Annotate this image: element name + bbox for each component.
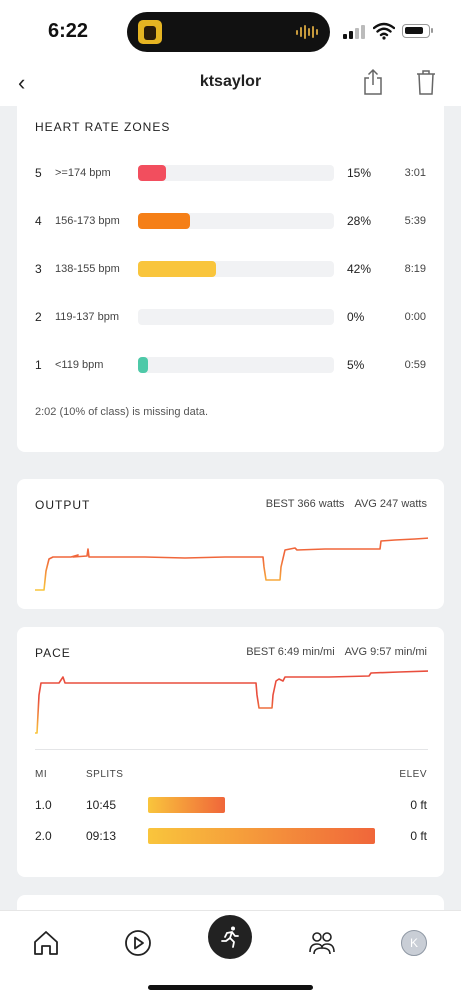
output-avg: AVG 247 watts (354, 498, 427, 510)
zone-bar-fill (138, 357, 148, 373)
zone-row: 4 156-173 bpm 28% 5:39 (17, 212, 444, 232)
zone-range: >=174 bpm (55, 167, 111, 179)
back-button[interactable]: ‹ (18, 70, 26, 95)
tab-community[interactable] (304, 925, 340, 961)
output-line (35, 537, 428, 591)
tab-profile[interactable]: K (396, 925, 432, 961)
status-bar: 6:22 (0, 0, 461, 62)
zone-percent: 28% (347, 214, 372, 228)
zone-number: 3 (35, 262, 42, 276)
split-mile: 2.0 (35, 829, 52, 843)
zone-range: 138-155 bpm (55, 263, 120, 275)
zone-number: 2 (35, 310, 42, 324)
output-best: BEST 366 watts (265, 498, 345, 510)
pace-chart (35, 670, 428, 734)
zone-row: 2 119-137 bpm 0% 0:00 (17, 308, 444, 328)
zone-row: 5 >=174 bpm 15% 3:01 (17, 164, 444, 184)
trash-icon[interactable] (415, 68, 437, 96)
pace-avg: AVG 9:57 min/mi (344, 646, 427, 658)
zone-time: 5:39 (404, 215, 426, 227)
zone-percent: 0% (347, 310, 365, 324)
pace-title: PACE (35, 646, 71, 660)
status-time: 6:22 (48, 20, 89, 42)
zone-bar-track (138, 357, 334, 373)
zone-bar-track (138, 309, 334, 325)
pace-best: BEST 6:49 min/mi (246, 646, 335, 658)
zone-bar-fill (138, 213, 190, 229)
page-title: ktsaylor (199, 73, 262, 90)
heart-rate-zones-title: HEART RATE ZONES (35, 120, 171, 134)
community-icon (309, 932, 335, 955)
tab-activity[interactable] (208, 915, 252, 959)
zone-number: 1 (35, 358, 42, 372)
dynamic-island[interactable] (127, 12, 330, 52)
audio-waveform-icon (296, 24, 318, 40)
play-icon (125, 930, 151, 956)
zone-time: 3:01 (404, 167, 426, 179)
zone-bar-track (138, 261, 334, 277)
navigation-bar: ‹ ktsaylor (0, 62, 461, 106)
pace-line (35, 670, 428, 734)
pace-card: PACE BEST 6:49 min/mi AVG 9:57 min/mi MI … (17, 627, 444, 877)
now-playing-artwork (138, 20, 162, 44)
zone-time: 0:00 (404, 311, 426, 323)
split-time: 10:45 (86, 798, 117, 812)
zone-range: <119 bpm (55, 359, 104, 371)
output-stats: BEST 366 watts AVG 247 watts (266, 498, 427, 510)
zone-bar-track (138, 165, 334, 181)
splits-header-elev: ELEV (399, 769, 427, 780)
output-chart (35, 537, 428, 591)
zone-number: 4 (35, 214, 42, 228)
pace-stats: BEST 6:49 min/mi AVG 9:57 min/mi (246, 646, 427, 658)
splits-header-splits: SPLITS (86, 769, 124, 780)
split-row: 2.0 09:13 0 ft (17, 827, 444, 845)
zone-time: 0:59 (404, 359, 426, 371)
tab-home[interactable] (28, 925, 64, 961)
pace-divider (35, 749, 428, 750)
tab-classes[interactable] (120, 925, 156, 961)
run-icon (221, 926, 239, 948)
battery-icon (402, 24, 433, 38)
heart-rate-zones-card: HEART RATE ZONES 5 >=174 bpm 15% 3:01 4 156-1… (17, 100, 444, 452)
output-title: OUTPUT (35, 498, 91, 512)
split-row: 1.0 10:45 0 ft (17, 796, 444, 814)
share-icon[interactable] (362, 68, 384, 96)
zone-bar-fill (138, 165, 166, 181)
split-mile: 1.0 (35, 798, 52, 812)
output-card: OUTPUT BEST 366 watts AVG 247 watts (17, 479, 444, 609)
zone-row: 3 138-155 bpm 42% 8:19 (17, 260, 444, 280)
home-indicator (148, 985, 313, 990)
zone-time: 8:19 (404, 263, 426, 275)
zone-range: 156-173 bpm (55, 215, 120, 227)
split-bar (148, 828, 375, 844)
zone-percent: 5% (347, 358, 365, 372)
split-elevation: 0 ft (410, 798, 427, 812)
zone-bar-fill (138, 261, 216, 277)
zone-percent: 42% (347, 262, 372, 276)
zone-bar-track (138, 213, 334, 229)
wifi-icon (373, 22, 395, 40)
split-elevation: 0 ft (410, 829, 427, 843)
split-bar (148, 797, 225, 813)
zone-number: 5 (35, 166, 42, 180)
zone-range: 119-137 bpm (55, 311, 120, 323)
split-time: 09:13 (86, 829, 117, 843)
splits-header-mi: MI (35, 769, 48, 780)
home-icon (34, 931, 58, 955)
profile-avatar: K (401, 930, 427, 956)
cellular-signal-icon (343, 25, 365, 39)
zone-percent: 15% (347, 166, 372, 180)
zone-row: 1 <119 bpm 5% 0:59 (17, 356, 444, 376)
missing-data-note: 2:02 (10% of class) is missing data. (35, 406, 209, 418)
